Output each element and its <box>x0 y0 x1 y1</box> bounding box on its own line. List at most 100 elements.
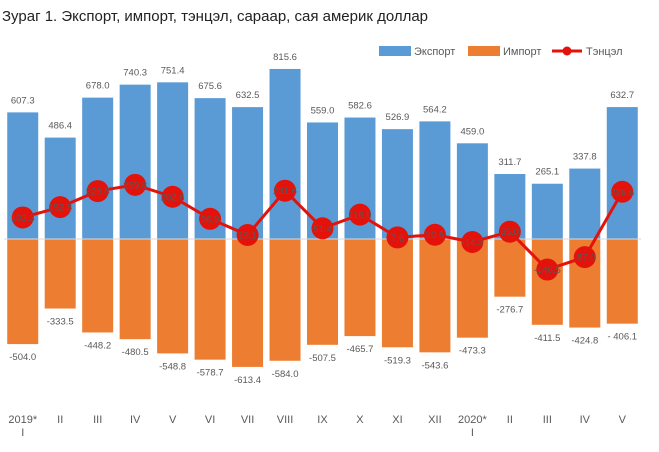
x-tick-label: 2019* <box>8 414 37 426</box>
x-tick-label: XII <box>428 414 441 426</box>
import-bar <box>119 239 151 340</box>
export-bar <box>82 97 114 240</box>
import-bar <box>82 239 114 333</box>
balance-data-label: 259.8 <box>123 180 147 191</box>
import-data-label: -333.5 <box>47 317 74 328</box>
balance-point <box>423 223 446 246</box>
import-data-label: -519.3 <box>384 355 411 366</box>
import-bar <box>269 239 301 361</box>
export-bar <box>381 129 413 239</box>
x-tick-label: I <box>21 427 24 439</box>
x-tick-label: II <box>57 414 63 426</box>
import-bar <box>232 239 264 367</box>
import-data-label: - 406.1 <box>607 332 637 343</box>
balance-data-label: -14.3 <box>462 237 484 248</box>
import-bar <box>606 239 638 324</box>
x-tick-label: IX <box>317 414 328 426</box>
balance-data-label: 35.0 <box>501 227 520 238</box>
export-data-label: 526.9 <box>386 112 410 123</box>
x-tick-label: XI <box>392 414 402 426</box>
chart-title: Зураг 1. Экспорт, импорт, тэнцэл, сараар… <box>2 8 429 25</box>
export-data-label: 632.5 <box>236 90 260 101</box>
balance-point <box>461 230 484 253</box>
balance-point <box>199 207 222 230</box>
import-data-label: -578.7 <box>197 368 224 379</box>
import-data-label: -448.2 <box>84 340 111 351</box>
balance-data-label: 116.9 <box>348 210 371 221</box>
balance-data-label: 226.6 <box>610 187 634 198</box>
import-data-label: -613.4 <box>234 375 261 386</box>
export-data-label: 740.3 <box>123 68 147 79</box>
x-tick-label: V <box>169 414 177 426</box>
export-bar <box>232 107 264 239</box>
export-data-label: 564.2 <box>423 104 447 115</box>
import-data-label: -507.5 <box>309 353 336 364</box>
balance-data-label: 231.6 <box>273 186 297 197</box>
x-tick-label: IV <box>130 414 141 426</box>
export-data-label: 486.4 <box>48 121 72 132</box>
import-data-label: -480.5 <box>122 347 149 358</box>
export-data-label: 675.6 <box>198 81 222 92</box>
export-data-label: 751.4 <box>161 65 185 76</box>
export-bar <box>531 183 563 239</box>
balance-point <box>124 173 147 196</box>
import-data-label: -504.0 <box>9 352 36 363</box>
import-bar <box>194 239 226 360</box>
export-data-label: 265.1 <box>535 167 559 178</box>
import-bar <box>381 239 413 348</box>
import-data-label: -411.5 <box>534 333 560 344</box>
x-tick-label: X <box>356 414 364 426</box>
balance-data-label: 19.1 <box>238 231 257 242</box>
import-data-label: -276.7 <box>496 305 523 316</box>
legend-swatch-import <box>468 46 500 56</box>
legend-label-import: Импорт <box>503 46 541 58</box>
x-tick-label: VI <box>205 414 215 426</box>
balance-data-label: -87.0 <box>574 253 596 264</box>
x-tick-label: VIII <box>277 414 294 426</box>
import-bar <box>531 239 563 325</box>
x-tick-label: III <box>543 414 552 426</box>
balance-data-label: 51.4 <box>313 224 332 235</box>
balance-data-label: -146.5 <box>534 265 561 276</box>
balance-data-label: 7.6 <box>391 233 404 244</box>
balance-point <box>274 179 297 202</box>
x-tick-label: IV <box>580 414 591 426</box>
legend-label-export: Экспорт <box>414 46 455 58</box>
export-data-label: 678.0 <box>86 81 110 92</box>
export-bar <box>157 82 189 239</box>
import-bar <box>157 239 189 354</box>
balance-data-label: 202.6 <box>161 192 185 203</box>
balance-point <box>161 185 184 208</box>
legend-marker-balance <box>562 46 572 56</box>
import-bar <box>344 239 376 337</box>
import-bar <box>307 239 338 345</box>
export-data-label: 459.0 <box>460 126 484 137</box>
export-bar <box>119 84 151 239</box>
balance-data-label: 103.3 <box>11 213 35 224</box>
balance-data-label: 152.8 <box>48 203 72 214</box>
export-bar <box>569 168 601 239</box>
export-data-label: 632.7 <box>610 90 634 101</box>
import-bar <box>419 239 451 353</box>
import-data-label: -424.8 <box>571 336 598 347</box>
import-data-label: -543.6 <box>421 360 448 371</box>
balance-point <box>86 180 109 203</box>
import-data-label: -584.0 <box>272 369 299 380</box>
export-data-label: 582.6 <box>348 101 372 112</box>
balance-point <box>49 196 72 219</box>
export-bar <box>419 121 451 239</box>
export-data-label: 311.7 <box>498 157 521 168</box>
export-bar <box>269 68 301 239</box>
import-bar <box>456 239 488 338</box>
export-data-label: 559.0 <box>311 105 335 116</box>
balance-data-label: 20.5 <box>426 230 445 241</box>
balance-data-label: 96.9 <box>201 214 220 225</box>
balance-data-label: 229.8 <box>86 187 110 198</box>
x-tick-label: III <box>93 414 102 426</box>
import-bar <box>7 239 39 345</box>
x-tick-label: 2020* <box>458 414 487 426</box>
export-data-label: 815.6 <box>273 52 297 63</box>
export-bar <box>606 107 638 239</box>
x-tick-label: II <box>507 414 513 426</box>
